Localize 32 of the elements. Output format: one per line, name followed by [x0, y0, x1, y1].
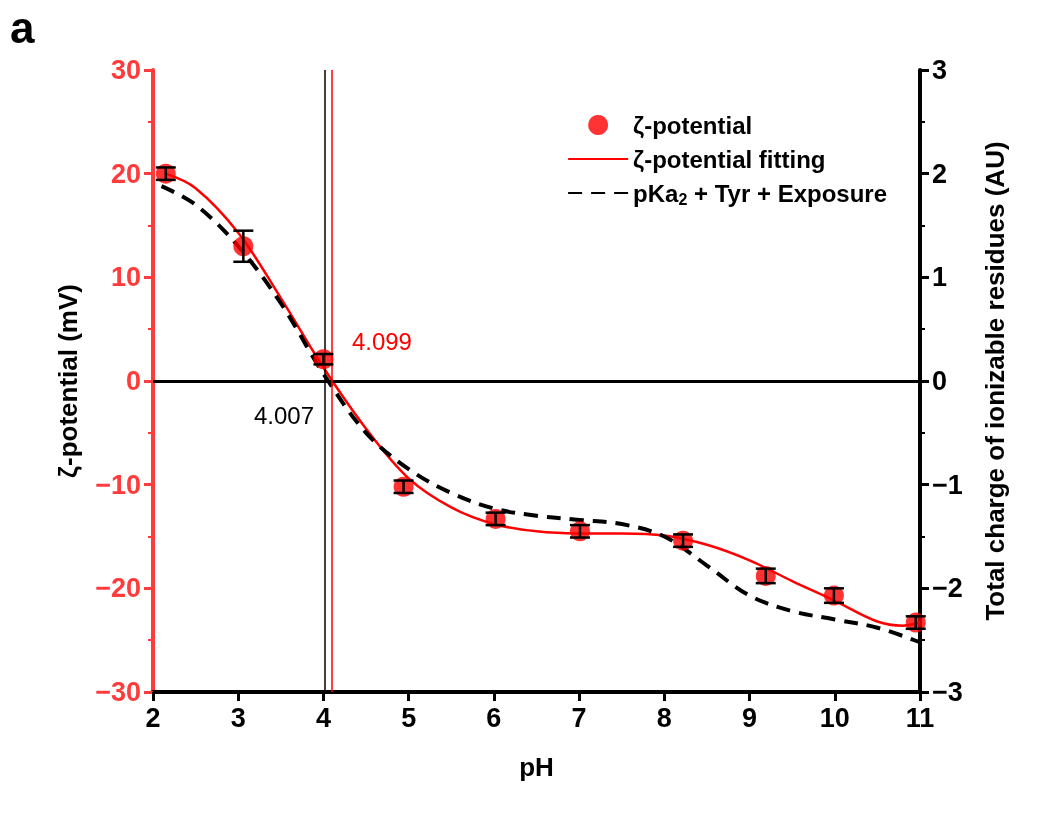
x-axis-title: pH	[519, 752, 554, 782]
x-tick-label: 10	[819, 702, 850, 733]
x-tick-label: 3	[230, 702, 246, 733]
y-tick-label: 20	[110, 158, 141, 189]
x-tick-label: 4	[315, 702, 331, 733]
legend-label: ζ-potential	[633, 111, 753, 139]
x-tick-label: 8	[656, 702, 672, 733]
text: a	[10, 2, 35, 52]
y2-tick-label: −2	[932, 573, 963, 604]
y-axis-title: ζ-potential (mV)	[53, 284, 83, 478]
y2-tick-label: −1	[932, 469, 963, 500]
legend-label: ζ-potential fitting	[633, 145, 826, 173]
y-tick-label: −30	[95, 677, 141, 707]
x-tick-label: 2	[145, 702, 161, 733]
x-tick-label: 7	[571, 702, 587, 733]
x-tick-label: 6	[486, 702, 502, 733]
y2-tick-label: 2	[932, 158, 948, 189]
y2-tick-label: 0	[932, 366, 948, 396]
ref-line-label: 4.099	[351, 327, 412, 355]
y2-axis-title: Total charge of ionizable residues (AU)	[980, 141, 1010, 621]
y-tick-label: 10	[110, 262, 141, 293]
x-tick-label: 11	[905, 702, 935, 733]
y-tick-label: −20	[95, 573, 141, 604]
x-tick-label: 5	[401, 702, 417, 733]
y2-tick-label: 3	[932, 55, 948, 85]
y2-tick-label: 1	[932, 262, 948, 293]
x-tick-label: 9	[742, 702, 758, 733]
y-tick-label: −10	[95, 469, 141, 500]
ref-line-label: 4.007	[253, 401, 315, 429]
y-tick-label: 30	[110, 55, 141, 85]
y2-tick-label: −3	[932, 677, 963, 707]
y-tick-label: 0	[125, 366, 141, 396]
